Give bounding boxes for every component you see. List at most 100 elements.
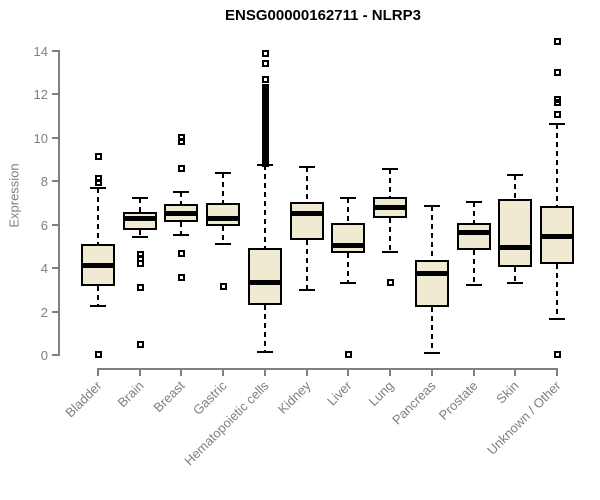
lower-whisker-cap-brain (131, 235, 148, 238)
y-tick (52, 310, 58, 313)
upper-whisker-breast (180, 192, 183, 205)
outlier-hematopoietic-cells (261, 159, 269, 167)
upper-whisker-skin (514, 174, 517, 199)
lower-whisker-cap-hematopoietic-cells (256, 350, 273, 353)
x-tick (347, 370, 350, 376)
outlier-gastric (220, 283, 228, 291)
box-kidney (289, 202, 324, 240)
outlier-bladder (95, 351, 102, 358)
upper-whisker-cap-gastric (215, 171, 232, 174)
outlier-breast (178, 250, 186, 258)
upper-whisker-cap-skin (507, 173, 524, 176)
x-tick (389, 370, 392, 376)
upper-whisker-kidney (305, 167, 308, 202)
upper-whisker-cap-brain (131, 196, 148, 199)
lower-whisker-pancreas (430, 306, 433, 353)
y-tick-label: 2 (40, 304, 48, 320)
y-tick-label: 12 (33, 87, 48, 103)
median-brain (124, 216, 155, 222)
median-liver (333, 242, 364, 248)
lower-whisker-cap-kidney (298, 288, 315, 291)
x-category-label-unknown-other: Unknown / Other (484, 378, 564, 458)
upper-whisker-cap-prostate (465, 201, 482, 203)
y-tick (52, 50, 58, 52)
box-hematopoietic-cells (247, 247, 282, 305)
y-tick (52, 223, 58, 226)
x-tick (430, 370, 433, 376)
upper-whisker-liver (347, 197, 350, 223)
x-tick (514, 370, 517, 376)
box-liver (331, 222, 366, 254)
outlier-bladder (95, 179, 102, 187)
upper-whisker-prostate (472, 202, 475, 223)
median-lung (375, 205, 406, 211)
y-tick-label: 14 (33, 44, 48, 59)
upper-whisker-cap-liver (340, 196, 357, 199)
median-breast (166, 210, 197, 216)
y-axis-line (58, 50, 60, 356)
x-axis-line (97, 368, 559, 370)
y-tick-label: 8 (40, 174, 48, 190)
x-tick (556, 370, 559, 376)
lower-whisker-cap-bladder (90, 305, 106, 308)
box-prostate (456, 222, 491, 250)
lower-whisker-kidney (305, 240, 308, 290)
upper-whisker-bladder (97, 187, 99, 244)
outlier-breast (178, 273, 186, 281)
x-tick (305, 370, 308, 376)
y-tick (52, 267, 58, 270)
outlier-brain (136, 283, 144, 291)
median-hematopoietic-cells (249, 280, 280, 286)
upper-whisker-cap-breast (173, 191, 190, 194)
outlier-breast (178, 165, 186, 173)
y-tick-label: 10 (33, 130, 48, 146)
y-tick (52, 93, 58, 96)
lower-whisker-hematopoietic-cells (263, 304, 266, 352)
outlier-hematopoietic-cells (261, 50, 269, 58)
upper-whisker-cap-bladder (90, 186, 106, 189)
lower-whisker-unknown-other (556, 263, 559, 320)
lower-whisker-skin (514, 266, 517, 283)
y-tick (52, 136, 58, 139)
upper-whisker-lung (389, 169, 392, 197)
outlier-unknown-other (554, 68, 562, 76)
outlier-liver (345, 351, 353, 358)
outlier-unknown-other (554, 351, 562, 358)
lower-whisker-gastric (222, 225, 225, 245)
upper-whisker-pancreas (430, 206, 433, 260)
outlier-breast (178, 138, 186, 146)
lower-whisker-cap-breast (173, 233, 190, 236)
lower-whisker-breast (180, 221, 183, 235)
lower-whisker-cap-liver (340, 281, 357, 284)
box-gastric (206, 203, 241, 226)
upper-whisker-hematopoietic-cells (263, 165, 266, 248)
lower-whisker-cap-prostate (465, 283, 482, 286)
y-tick (52, 354, 58, 356)
median-bladder (83, 262, 113, 268)
lower-whisker-cap-gastric (215, 243, 232, 246)
outlier-brain (136, 259, 144, 267)
median-prostate (458, 230, 489, 236)
x-tick (97, 370, 99, 376)
outlier-hematopoietic-cells (261, 76, 269, 84)
x-tick (472, 370, 475, 376)
y-tick-label: 4 (40, 261, 48, 277)
median-kidney (291, 210, 322, 216)
outlier-unknown-other (554, 111, 562, 119)
y-tick-label: 6 (40, 217, 48, 233)
x-tick (222, 370, 225, 376)
outlier-unknown-other (554, 38, 562, 46)
box-pancreas (414, 259, 449, 307)
upper-whisker-cap-pancreas (423, 205, 440, 208)
median-gastric (208, 216, 239, 222)
y-tick-label: 0 (40, 348, 48, 363)
outlier-hematopoietic-cells (261, 60, 269, 68)
outlier-unknown-other (554, 99, 562, 107)
lower-whisker-cap-unknown-other (549, 318, 566, 321)
x-tick (263, 370, 266, 376)
box-skin (498, 198, 533, 267)
lower-whisker-prostate (472, 249, 475, 285)
outlier-brain (136, 341, 144, 349)
median-skin (500, 244, 531, 250)
x-tick (180, 370, 183, 376)
